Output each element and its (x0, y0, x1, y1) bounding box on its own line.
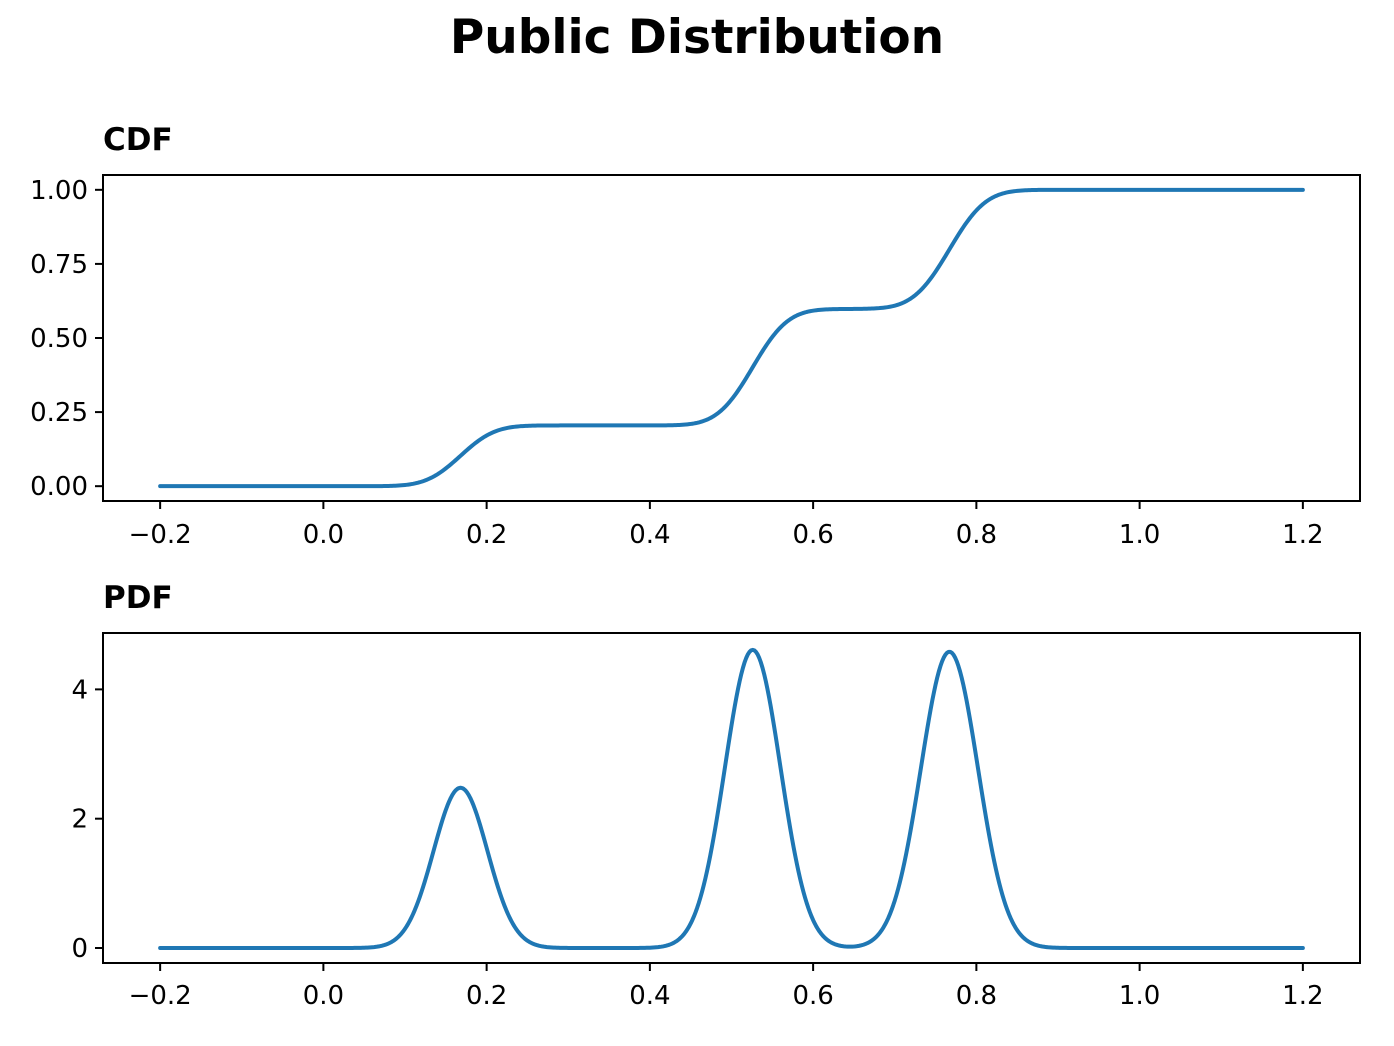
pdf-x-tick-label: 0.0 (303, 981, 344, 1011)
cdf-curve (158, 187, 1305, 489)
cdf-x-tick-label: 1.2 (1282, 520, 1323, 550)
cdf-x-tick-label: 0.8 (956, 520, 997, 550)
pdf-x-tick-label: 1.2 (1282, 981, 1323, 1011)
cdf-y-tick-label: 0.75 (30, 250, 88, 280)
cdf-axes: −0.2 0.0 0.2 0.4 0.6 0.8 1.0 1.2 0.00 0.25 0.50 0.7… (30, 174, 1361, 550)
pdf-x-tick-label: 0.4 (629, 981, 670, 1011)
pdf-spines (102, 632, 1361, 964)
cdf-y-tick-label: 0.25 (30, 398, 88, 428)
cdf-y-tick-label: 0.00 (30, 472, 88, 502)
pdf-x-tick-label: 0.2 (466, 981, 507, 1011)
pdf-curve (158, 647, 1305, 950)
pdf-y-tick-label: 0 (71, 934, 88, 964)
pdf-x-tick-label: 1.0 (1119, 981, 1160, 1011)
pdf-y-tick-label: 4 (71, 675, 88, 705)
pdf-y-tick-label: 2 (71, 805, 88, 835)
cdf-spines (102, 174, 1361, 502)
cdf-x-tick-label: 0.0 (303, 520, 344, 550)
cdf-x-tick-label: 0.4 (629, 520, 670, 550)
cdf-y-tick-label: 1.00 (30, 176, 88, 206)
cdf-y-tick-label: 0.50 (30, 324, 88, 354)
pdf-axes: −0.2 0.0 0.2 0.4 0.6 0.8 1.0 1.2 0 2 4 (71, 632, 1361, 1011)
cdf-x-tick-label: 0.6 (792, 520, 833, 550)
cdf-x-tick-label: −0.2 (129, 520, 192, 550)
pdf-x-tick-label: 0.6 (792, 981, 833, 1011)
figure-title: Public Distribution (449, 10, 945, 65)
pdf-x-tick-label: −0.2 (129, 981, 192, 1011)
pdf-subplot-title: PDF (103, 580, 173, 616)
cdf-subplot-title: CDF (103, 122, 173, 158)
cdf-x-tick-label: 1.0 (1119, 520, 1160, 550)
cdf-x-tick-label: 0.2 (466, 520, 507, 550)
pdf-x-tick-label: 0.8 (956, 981, 997, 1011)
